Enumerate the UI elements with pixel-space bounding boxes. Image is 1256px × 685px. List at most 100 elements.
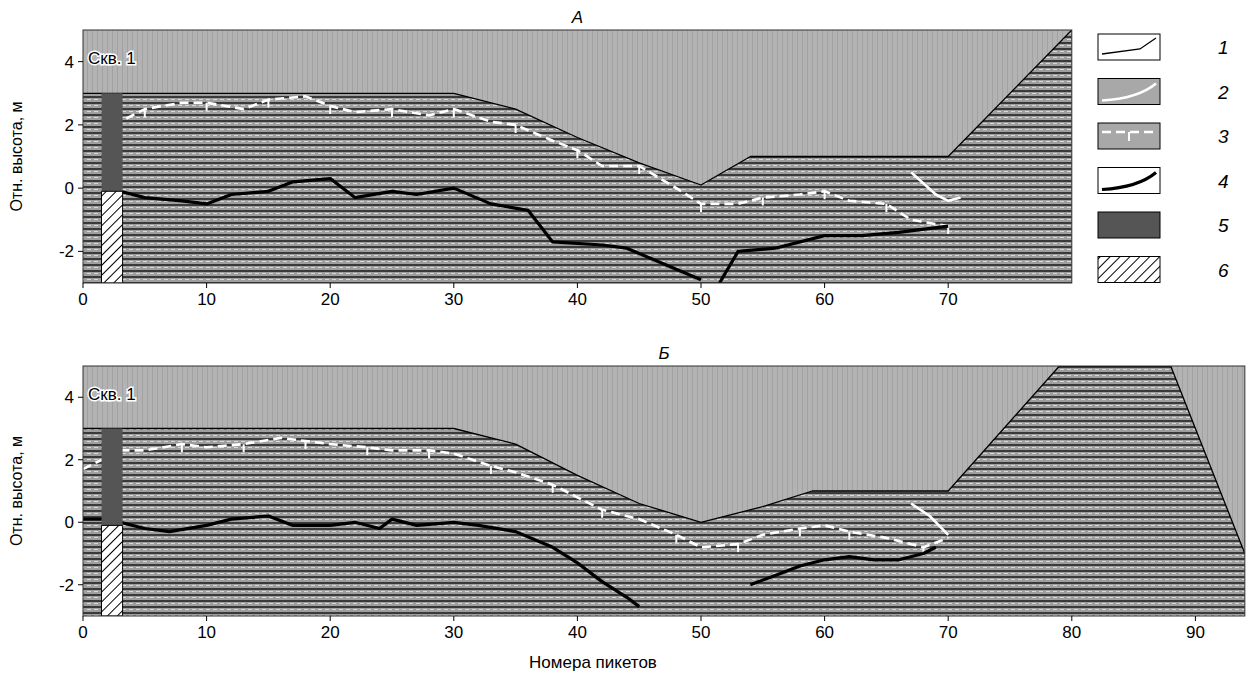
legend-swatch: [1098, 212, 1160, 238]
tick-marker: [181, 444, 183, 452]
x-tick-label: 90: [1186, 623, 1205, 642]
legend-tick: [1128, 132, 1130, 141]
x-tick-label: 0: [78, 623, 87, 642]
y-tick: [78, 459, 83, 460]
x-tick-label: 40: [568, 623, 587, 642]
tick-marker: [144, 109, 146, 117]
y-tick: [78, 584, 83, 585]
y-tick: [78, 251, 83, 252]
legend: 1 2 3 4 5 6: [1098, 34, 1229, 283]
x-axis-title: Номера пикетов: [529, 653, 657, 672]
series-line: [83, 366, 1245, 554]
legend-line: [1102, 173, 1156, 190]
tick-marker: [366, 447, 368, 455]
borehole-part: [102, 525, 123, 616]
x-tick: [948, 616, 949, 621]
tick-marker: [243, 444, 245, 452]
y-tick: [78, 397, 83, 398]
x-tick-label: 50: [692, 290, 711, 309]
x-tick-label: 60: [815, 290, 834, 309]
legend-label: 1: [1218, 37, 1229, 58]
tick-marker: [329, 106, 331, 114]
y-axis-title: Отн. высота, м: [8, 101, 25, 211]
legend-label: 5: [1218, 215, 1229, 236]
x-tick: [330, 616, 331, 621]
tick-marker: [552, 485, 554, 493]
legend-label: 6: [1218, 260, 1229, 281]
panel: 010203040506070-2024АОтн. высота, мСкв. …: [8, 8, 1072, 309]
x-tick-label: 50: [692, 623, 711, 642]
x-tick: [206, 616, 207, 621]
legend-line: [1102, 38, 1156, 54]
x-tick-label: 70: [939, 623, 958, 642]
x-tick-label: 30: [444, 623, 463, 642]
y-tick-label: 2: [65, 116, 74, 135]
x-tick: [1195, 616, 1196, 621]
frame: [83, 366, 1245, 616]
y-tick: [78, 61, 83, 62]
tick-marker: [799, 529, 801, 537]
y-tick: [78, 188, 83, 189]
x-tick: [824, 283, 825, 288]
y-tick-label: 4: [65, 53, 74, 72]
tick-marker: [737, 544, 739, 552]
plot-area: [83, 30, 1072, 283]
y-tick-label: 2: [65, 451, 74, 470]
x-tick: [948, 283, 949, 288]
annotation: Скв. 1: [88, 385, 136, 404]
x-tick-label: 20: [321, 623, 340, 642]
tick-marker: [391, 109, 393, 117]
legend-swatch: [1098, 34, 1160, 60]
plot-area: [83, 366, 1245, 616]
tick-marker: [267, 100, 269, 108]
x-tick: [577, 283, 578, 288]
x-tick-label: 0: [78, 290, 87, 309]
x-tick-label: 80: [1062, 623, 1081, 642]
series-line: [83, 516, 936, 607]
legend-label: 2: [1217, 82, 1229, 103]
y-axis-title: Отн. высота, м: [8, 436, 25, 546]
series-line: [126, 96, 948, 226]
series-line: [911, 504, 948, 535]
x-tick-label: 70: [939, 290, 958, 309]
legend-swatch: [1098, 168, 1160, 194]
annotation: Скв. 1: [88, 49, 136, 68]
x-tick: [206, 283, 207, 288]
x-tick-label: 20: [321, 290, 340, 309]
legend-swatch: [1098, 257, 1160, 283]
borehole-part: [102, 191, 123, 283]
y-tick: [78, 124, 83, 125]
legend-line: [1102, 84, 1156, 101]
x-tick: [83, 283, 84, 288]
y-tick-label: 0: [65, 513, 74, 532]
tick-marker: [206, 103, 208, 111]
figure: 010203040506070-2024АОтн. высота, мСкв. …: [0, 0, 1256, 685]
legend-label: 3: [1218, 126, 1229, 147]
x-tick-label: 10: [197, 290, 216, 309]
y-tick-label: -2: [59, 242, 74, 261]
tick-marker: [885, 204, 887, 212]
tick-marker: [848, 532, 850, 540]
tick-marker: [824, 191, 826, 199]
tick-marker: [490, 466, 492, 474]
tick-marker: [700, 204, 702, 212]
series-line: [911, 172, 961, 201]
plot-background: [83, 366, 1245, 616]
y-tick-label: 0: [65, 179, 74, 198]
radargram: [83, 366, 1245, 616]
y-tick-label: 4: [65, 388, 74, 407]
radargram: [83, 30, 1072, 283]
legend-swatch: [1098, 123, 1160, 149]
legend-swatch: [1098, 79, 1160, 105]
x-tick: [577, 616, 578, 621]
tick-marker: [304, 441, 306, 449]
series-line: [120, 179, 948, 283]
tick-marker: [675, 535, 677, 543]
legend-label: 4: [1218, 171, 1229, 192]
x-tick-label: 10: [197, 623, 216, 642]
x-tick-label: 30: [444, 290, 463, 309]
x-tick: [824, 616, 825, 621]
tick-marker: [601, 510, 603, 518]
x-tick: [83, 616, 84, 621]
tick-marker: [453, 109, 455, 117]
